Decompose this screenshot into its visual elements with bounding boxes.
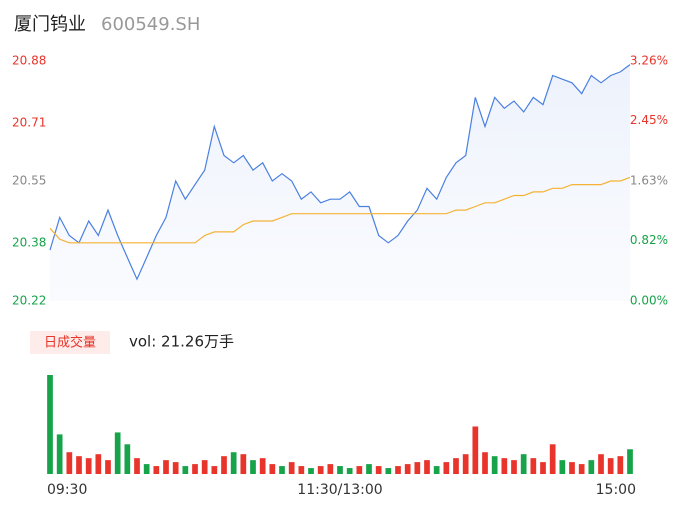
y2-tick-label: 0.82% [630,233,668,247]
volume-bar [385,468,392,474]
x-tick-label: 09:30 [47,482,87,498]
volume-bar [201,460,208,474]
volume-bar [153,466,160,474]
volume-bar [192,464,198,474]
y-tick-label: 20.55 [12,174,46,188]
volume-bar [424,460,430,474]
price-area [50,64,630,301]
volume-bar [617,456,624,474]
volume-bar [124,444,131,474]
y2-tick-label: 0.00% [630,294,668,308]
volume-bar [607,458,614,474]
volume-bar [230,452,237,474]
volume-bar [414,462,421,474]
volume-bar [501,458,508,474]
volume-bar [308,468,314,474]
volume-bar [520,454,527,474]
volume-bar [491,456,498,474]
volume-bar [433,466,440,474]
volume-bar [298,466,305,474]
stock-code: 600549.SH [101,14,200,35]
volume-bar [240,454,247,474]
average-line [49,176,631,244]
volume-bar [598,454,604,474]
volume-bar [47,375,53,474]
volume-bar [114,432,121,474]
volume-bar [66,452,73,474]
volume-bar [462,454,469,474]
y2-tick-label: 2.45% [630,113,668,127]
volume-bar [549,444,556,474]
y2-tick-label: 3.26% [630,54,668,68]
volume-bar [375,466,382,474]
volume-bar [56,434,63,474]
volume-bar [569,462,575,474]
volume-bar [163,460,169,474]
volume-bar [511,460,517,474]
volume-bar [346,468,353,474]
volume-bar [588,460,595,474]
y2-tick-label: 1.63% [630,174,668,188]
volume-bar [366,464,372,474]
volume-bar [472,426,479,474]
volume-bar [221,456,227,474]
volume-bar [356,466,363,474]
volume-bar [317,466,324,474]
volume-bar [482,452,488,474]
y-tick-label: 20.22 [12,294,46,308]
volume-bar [211,466,218,474]
volume-bar [327,464,334,474]
volume-bar [134,458,140,474]
volume-button[interactable]: 日成交量 [44,335,96,351]
volume-bar [540,462,546,474]
y-tick-label: 20.38 [12,235,46,249]
volume-bar [453,458,459,474]
volume-bar [404,464,411,474]
x-tick-label: 11:30/13:00 [297,482,382,498]
volume-bar [143,464,150,474]
volume-bar [443,462,450,474]
volume-bar [559,460,566,474]
volume-bar [269,464,276,474]
y-tick-label: 20.71 [12,115,46,129]
price-line [49,64,631,281]
volume-bar [76,456,82,474]
volume-bar [530,458,537,474]
volume-bar [172,462,179,474]
volume-bar [250,460,256,474]
volume-bar [85,458,92,474]
volume-bar [578,464,585,474]
volume-text: vol: 21.26万手 [129,333,234,351]
volume-bar [182,466,189,474]
stock-name: 厦门钨业 [14,14,86,35]
volume-button-bg[interactable] [30,331,110,354]
volume-bar [395,466,401,474]
volume-bar [337,466,343,474]
volume-bar [105,460,111,474]
volume-bar [259,458,266,474]
y-tick-label: 20.88 [12,54,46,68]
volume-bar [288,462,295,474]
x-tick-label: 15:00 [596,482,636,498]
volume-bar [627,449,633,474]
volume-bar [279,466,285,474]
volume-bar [95,454,102,474]
